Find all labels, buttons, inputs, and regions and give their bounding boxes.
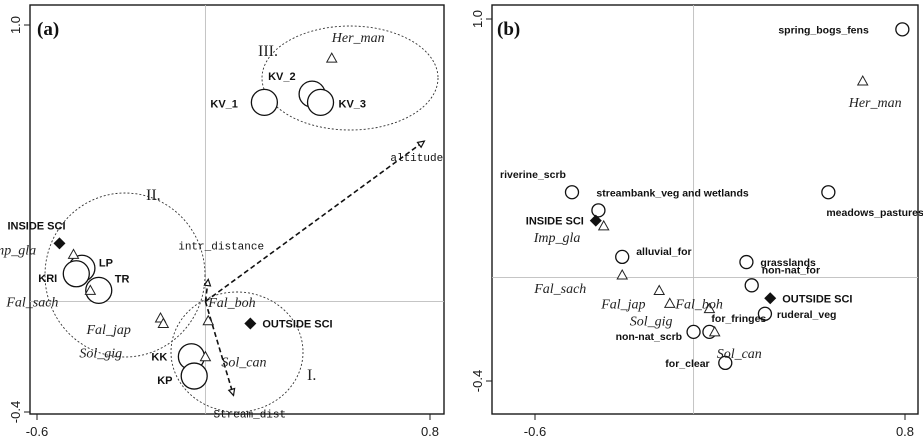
species-label: Sol_can — [221, 356, 266, 371]
env-label: grasslands — [760, 257, 816, 269]
env-point-non-nat-scrb — [686, 324, 701, 340]
site-label: KV_2 — [268, 71, 296, 83]
site-label: KRI — [38, 273, 57, 285]
cluster-I-hull — [170, 291, 304, 413]
env-label: meadows_pastures — [826, 207, 923, 219]
cluster-label: II. — [146, 187, 161, 204]
cluster-III-hull — [261, 25, 439, 131]
plot-frame — [29, 4, 445, 415]
x-tick-label: 0.8 — [421, 424, 439, 439]
x-tick-label: 0.8 — [896, 424, 914, 439]
species-label: Fal_boh — [674, 298, 722, 313]
species-point-sol-can — [199, 350, 212, 362]
group-label: INSIDE SCI — [7, 220, 65, 232]
group-label: OUTSIDE SCI — [262, 319, 332, 331]
species-label: Fal_sach — [533, 282, 586, 297]
group-point-outside-sci — [764, 292, 777, 305]
y-tick-label: 1.0 — [470, 10, 485, 28]
env-label: for_clear — [665, 358, 709, 370]
species-label: Sol_can — [717, 347, 762, 362]
species-point-fal-sach — [84, 284, 97, 295]
env-label: alluvial_for — [636, 246, 691, 258]
cluster-II-hull — [44, 192, 206, 358]
group-point-inside-sci — [589, 214, 602, 227]
species-label: Fal_sach — [5, 295, 58, 310]
site-point-kri — [62, 260, 90, 288]
env-label: for_fringes — [711, 313, 766, 325]
panel-b-ordination: -0.6 0.8 1.0 -0.4 (b) spring_bogs_fensriverin… — [470, 4, 923, 439]
species-point-her-man — [325, 52, 338, 63]
species-point-fal-boh — [703, 302, 716, 314]
env-label: riverine_scrb — [500, 169, 566, 181]
species-label: Sol_gig — [630, 314, 673, 329]
panel-a-ordination: -0.6 0.8 1.0 -0.4 (a) III. II. I. altitude intr_d… — [0, 4, 445, 439]
env-point-for-clear — [718, 355, 733, 371]
group-label: OUTSIDE SCI — [782, 293, 852, 305]
group-point-inside-sci — [53, 237, 66, 250]
env-label: streambank_veg and wetlands — [596, 187, 748, 199]
species-label: Her_man — [848, 96, 902, 111]
vector-label: altitude — [390, 153, 443, 165]
panel-label: (b) — [497, 19, 520, 40]
y-tick-label: -0.4 — [8, 401, 23, 423]
cluster-label: I. — [307, 367, 316, 384]
vector-stream-dist — [204, 301, 235, 396]
site-label: KK — [151, 352, 167, 364]
species-label: Imp_gla — [533, 231, 581, 246]
x-tick-label: -0.6 — [26, 424, 48, 439]
species-label: Fal_boh — [207, 296, 255, 311]
site-label: TR — [115, 273, 130, 285]
site-point-kp — [180, 362, 208, 390]
site-label: KV_3 — [339, 98, 367, 110]
vector-arrowhead — [227, 387, 236, 397]
species-label: Sol_gig — [79, 347, 122, 362]
env-label: ruderal_veg — [777, 309, 837, 321]
species-label: Fal_jap — [600, 298, 645, 313]
env-point-ruderal-veg — [757, 306, 773, 321]
panel-label: (a) — [37, 19, 59, 40]
vector-altitude — [204, 140, 425, 303]
env-label: non-nat_scrb — [616, 331, 683, 343]
env-point-non-nat-for — [744, 278, 759, 293]
group-point-outside-sci — [244, 317, 257, 330]
species-label: Her_man — [331, 31, 385, 46]
env-point-spring-bogs-fens — [895, 22, 910, 37]
vector-arrowhead — [416, 140, 426, 149]
species-point-fal-jap — [653, 284, 666, 295]
env-point-riverine-scrb — [564, 185, 580, 200]
y-tick-label: 1.0 — [8, 16, 23, 34]
species-point-sol-gig — [157, 317, 170, 329]
site-point-kv-3 — [306, 88, 335, 117]
site-point-kv-1 — [250, 88, 279, 117]
x-tick-label: -0.6 — [524, 424, 546, 439]
cluster-label: III. — [258, 43, 278, 60]
plot-frame — [491, 4, 919, 415]
species-point-imp-gla — [67, 248, 80, 259]
species-point-fal-boh — [202, 314, 215, 326]
species-point-her-man — [856, 75, 869, 86]
env-point-streambank-veg-and-wetlands — [591, 203, 606, 218]
vector-label: Stream_dist — [214, 409, 287, 421]
y-tick-label: -0.4 — [470, 370, 485, 392]
env-point-grasslands — [739, 254, 754, 270]
site-label: LP — [99, 257, 113, 269]
env-label: non-nat_for — [762, 264, 820, 276]
species-point-sol-gig — [663, 297, 676, 308]
site-label: KP — [157, 375, 172, 387]
env-label: spring_bogs_fens — [778, 24, 869, 36]
env-point-meadows-pastures — [821, 185, 836, 200]
vector-label: intr_distance — [178, 241, 264, 253]
species-point-sol-can — [708, 325, 721, 337]
vector-arrowhead — [203, 277, 212, 287]
site-point-tr — [85, 276, 113, 305]
species-label: Imp_gla — [0, 243, 36, 258]
species-point-imp-gla — [597, 219, 610, 231]
species-point-fal-sach — [616, 268, 629, 280]
species-label: Fal_jap — [86, 323, 131, 338]
env-point-alluvial-for — [615, 249, 630, 265]
group-label: INSIDE SCI — [526, 216, 584, 228]
site-label: KV_1 — [210, 98, 238, 110]
